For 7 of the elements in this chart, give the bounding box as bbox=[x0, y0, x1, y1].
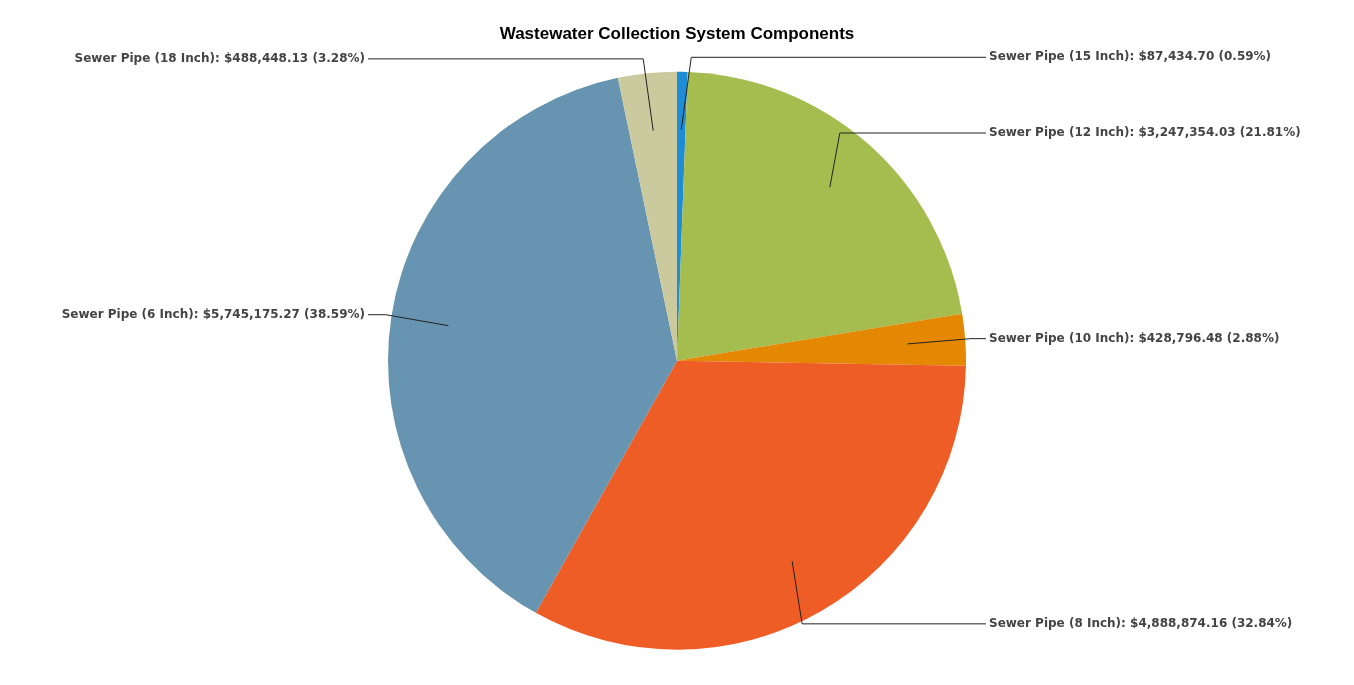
slice-label: Sewer Pipe (12 Inch): $3,247,354.03 (21.81%) bbox=[989, 125, 1301, 140]
slice-label: Sewer Pipe (10 Inch): $428,796.48 (2.88%) bbox=[989, 330, 1280, 345]
slice-label: Sewer Pipe (6 Inch): $5,745,175.27 (38.59%) bbox=[61, 306, 365, 321]
slice-label: Sewer Pipe (15 Inch): $87,434.70 (0.59%) bbox=[989, 49, 1272, 64]
chart-title: Wastewater Collection System Components bbox=[499, 23, 855, 43]
slice-label: Sewer Pipe (18 Inch): $488,448.13 (3.28%) bbox=[74, 50, 365, 65]
slice-label: Sewer Pipe (8 Inch): $4,888,874.16 (32.84%) bbox=[989, 615, 1293, 630]
